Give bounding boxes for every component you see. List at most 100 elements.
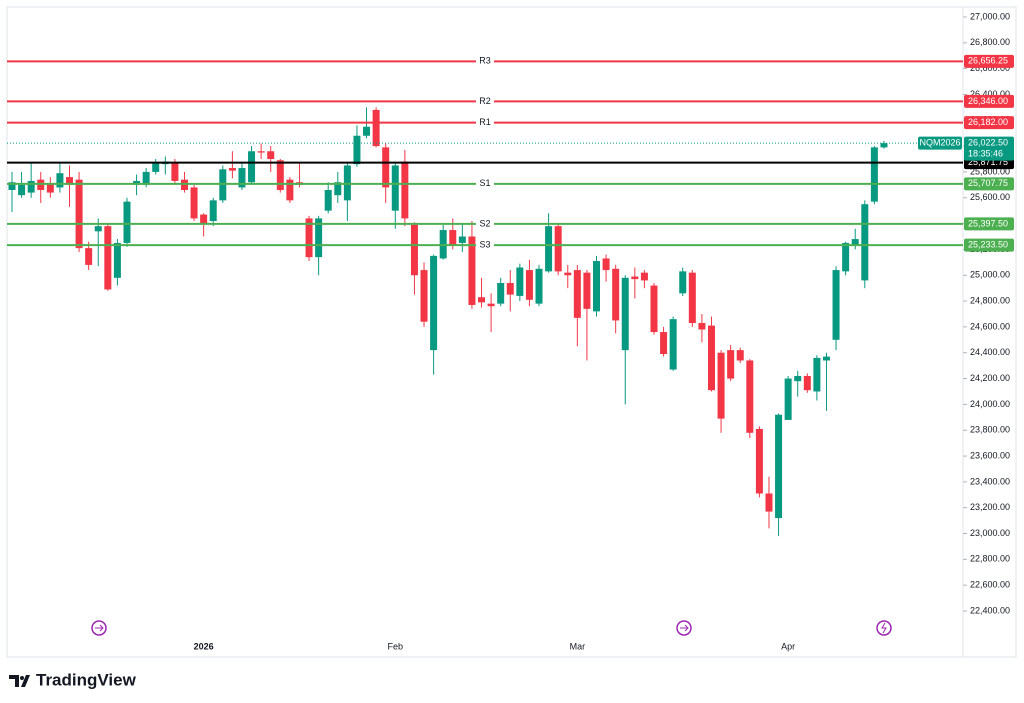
candle-body — [8, 182, 16, 191]
y-tick-label: 24,600.00 — [970, 321, 1010, 331]
y-tick-label: 23,800.00 — [970, 425, 1010, 435]
x-tick-label: 2026 — [194, 641, 214, 651]
candle-body — [621, 277, 629, 351]
level-name: R1 — [479, 117, 491, 127]
candle-body — [525, 270, 533, 300]
candle-body — [822, 356, 830, 361]
y-tick-label: 23,000.00 — [970, 528, 1010, 538]
candle-body — [458, 236, 466, 243]
candle-body — [85, 248, 93, 265]
x-tick-label: Apr — [781, 641, 795, 651]
candle-body — [487, 303, 495, 307]
candle-body — [765, 493, 773, 512]
level-name: S1 — [479, 178, 490, 188]
candle-body — [171, 162, 179, 181]
candle-body — [305, 218, 313, 258]
candle-body — [775, 414, 783, 519]
candle-body — [727, 350, 735, 379]
candle-body — [27, 180, 35, 193]
last-price-value: 26,022.50 — [968, 138, 1008, 148]
candle-body — [410, 224, 418, 276]
candle-body — [142, 171, 150, 185]
y-tick-label: 27,000.00 — [970, 11, 1010, 21]
candle-body — [794, 375, 802, 382]
event-icon[interactable] — [876, 620, 892, 636]
candle-body — [94, 226, 102, 232]
y-tick-label: 26,800.00 — [970, 37, 1010, 47]
candle-body — [372, 109, 380, 147]
candle-body — [755, 428, 763, 494]
level-name: S2 — [479, 218, 490, 228]
candle-body — [382, 147, 390, 188]
candle-body — [420, 270, 428, 322]
candle-body — [209, 200, 217, 221]
candle-body — [784, 378, 792, 420]
level-name: R3 — [479, 56, 491, 66]
candle-body — [334, 182, 342, 196]
level-badge — [964, 94, 1014, 108]
candle-body — [219, 169, 227, 201]
level-value: 26,656.25 — [968, 56, 1008, 66]
candle-body — [554, 226, 562, 272]
candle-body — [669, 319, 677, 370]
event-icon[interactable] — [676, 620, 692, 636]
candle-body — [113, 242, 121, 278]
candle-body — [535, 268, 543, 304]
symbol-name: NQM2026 — [919, 138, 960, 148]
candle-body — [851, 239, 859, 246]
level-name-bg — [476, 55, 494, 68]
candle-body — [18, 184, 26, 196]
level-badge — [964, 116, 1014, 130]
brand-name: TradingView — [36, 670, 137, 689]
level-badge — [964, 177, 1014, 191]
candle-body — [430, 255, 438, 351]
level-badge — [964, 238, 1014, 252]
x-tick-label: Mar — [570, 641, 586, 651]
candle-body — [861, 204, 869, 281]
y-tick-label: 25,600.00 — [970, 192, 1010, 202]
candle-body — [56, 173, 64, 188]
level-value: 26,182.00 — [968, 117, 1008, 127]
x-tick-label: Feb — [388, 641, 404, 651]
candle-body — [880, 143, 888, 148]
y-tick-label: 26,400.00 — [970, 89, 1010, 99]
candle-body — [65, 177, 73, 185]
brand-logo[interactable] — [9, 675, 30, 687]
candle-body — [267, 151, 275, 160]
candle-body — [190, 187, 198, 219]
level-value: 25,233.50 — [968, 239, 1008, 249]
y-tick-label: 25,800.00 — [970, 166, 1010, 176]
candle-body — [75, 179, 83, 249]
candle-body — [315, 218, 323, 258]
candle-body — [698, 323, 706, 330]
event-icon[interactable] — [91, 620, 107, 636]
candle-body — [564, 272, 572, 276]
candle-body — [583, 272, 591, 309]
level-name-bg — [476, 217, 494, 230]
candle-body — [506, 282, 514, 295]
candle-body — [478, 297, 486, 303]
candle-body — [468, 236, 476, 305]
level-badge — [964, 54, 1014, 68]
candle-body — [104, 226, 112, 290]
candle-body — [37, 179, 45, 191]
candle-body — [545, 226, 553, 272]
level-value: 25,397.50 — [968, 218, 1008, 228]
candle-body — [238, 168, 246, 188]
level-name-bg — [476, 95, 494, 108]
level-name: S3 — [479, 239, 490, 249]
candle-body — [832, 270, 840, 340]
level-name-bg — [476, 239, 494, 252]
candle-body — [200, 214, 208, 224]
y-tick-label: 24,000.00 — [970, 399, 1010, 409]
candle-body — [353, 135, 361, 165]
candle-body — [497, 282, 505, 304]
candle-body — [228, 168, 236, 171]
y-tick-label: 23,200.00 — [970, 502, 1010, 512]
y-tick-label: 24,200.00 — [970, 373, 1010, 383]
level-badge — [964, 217, 1014, 231]
candle-body — [324, 190, 332, 211]
candle-body — [602, 258, 610, 271]
level-name-bg — [476, 177, 494, 190]
candle-body — [276, 160, 284, 191]
